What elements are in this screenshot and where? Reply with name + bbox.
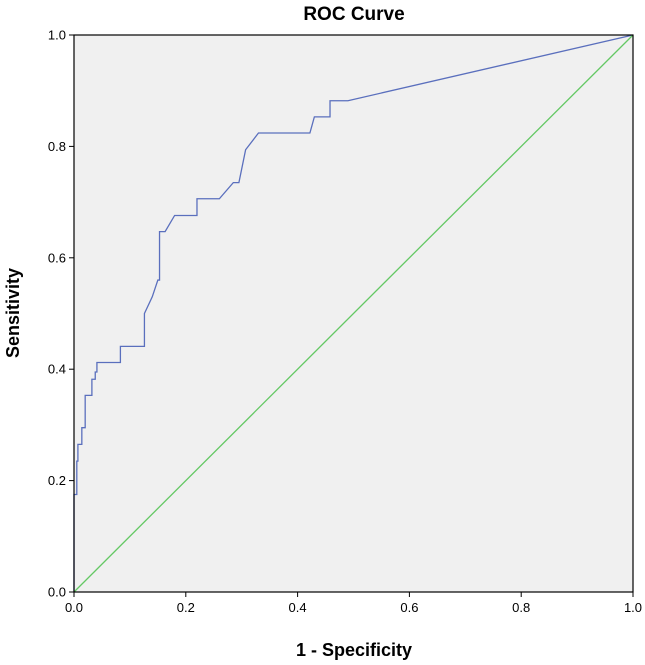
y-axis-title: Sensitivity	[3, 268, 23, 358]
x-tick-label: 1.0	[624, 600, 642, 615]
chart-title: ROC Curve	[303, 4, 404, 25]
x-axis: 0.0 0.2 0.4 0.6 0.8 1.0	[65, 592, 642, 615]
series-layer	[73, 34, 634, 593]
y-tick-label: 0.2	[48, 473, 66, 488]
y-tick-label: 0.8	[48, 139, 66, 154]
y-tick-label: 0.4	[48, 362, 66, 377]
y-tick-label: 0.6	[48, 250, 66, 265]
x-tick-label: 0.8	[512, 600, 530, 615]
y-tick-label: 1.0	[48, 28, 66, 43]
x-tick-label: 0.2	[177, 600, 195, 615]
x-tick-label: 0.4	[289, 600, 307, 615]
x-tick-label: 0.6	[400, 600, 418, 615]
reference-line	[73, 34, 634, 593]
plot-frame	[73, 34, 634, 593]
y-tick-label: 0.0	[48, 585, 66, 600]
roc-curve-line	[73, 34, 634, 592]
y-axis: 0.0 0.2 0.4 0.6 0.8 1.0	[48, 28, 74, 600]
x-tick-label: 0.0	[65, 600, 83, 615]
x-axis-title: 1 - Specificity	[296, 640, 412, 660]
